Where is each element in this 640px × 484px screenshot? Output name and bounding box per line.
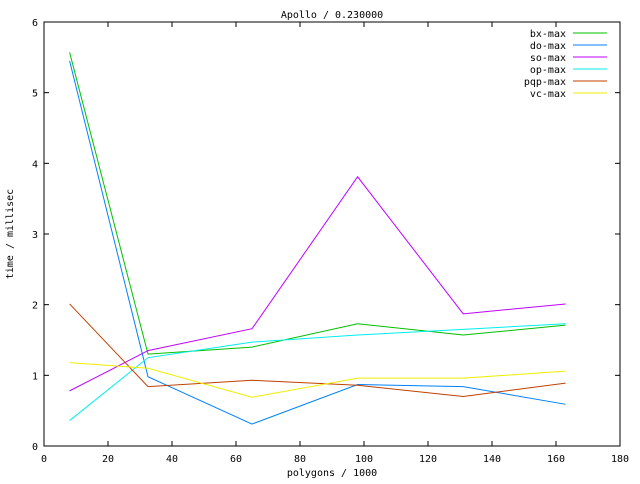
legend-label: vc-max [530,89,566,100]
x-axis-label: polygons / 1000 [287,468,377,479]
series-line-op-max [69,323,566,421]
y-tick-label: 5 [32,89,38,100]
legend-label: bx-max [530,29,566,40]
y-tick-label: 6 [32,18,38,29]
y-tick-label: 0 [32,442,38,453]
x-tick-label: 160 [547,454,565,465]
series-line-do-max [69,60,566,425]
x-tick-label: 60 [230,454,242,465]
legend-label: do-max [530,41,566,52]
x-tick-label: 40 [166,454,178,465]
series-line-pqp-max [69,303,566,398]
legend-label: so-max [530,53,566,64]
y-tick-label: 4 [32,159,38,170]
y-tick-label: 3 [32,230,38,241]
series-line-vc-max [69,362,566,398]
x-tick-label: 100 [355,454,373,465]
x-tick-label: 180 [611,454,629,465]
legend-label: pqp-max [524,77,566,88]
x-tick-label: 20 [102,454,114,465]
chart-title: Apollo / 0.230000 [281,10,383,21]
series-line-bx-max [69,52,566,355]
x-tick-label: 0 [41,454,47,465]
x-tick-label: 120 [419,454,437,465]
y-tick-label: 1 [32,371,38,382]
series-line-so-max [69,175,566,392]
legend-label: op-max [530,65,566,76]
y-axis-label: time / millisec [5,189,16,279]
x-tick-label: 80 [294,454,306,465]
x-tick-label: 140 [483,454,501,465]
y-tick-label: 2 [32,301,38,312]
